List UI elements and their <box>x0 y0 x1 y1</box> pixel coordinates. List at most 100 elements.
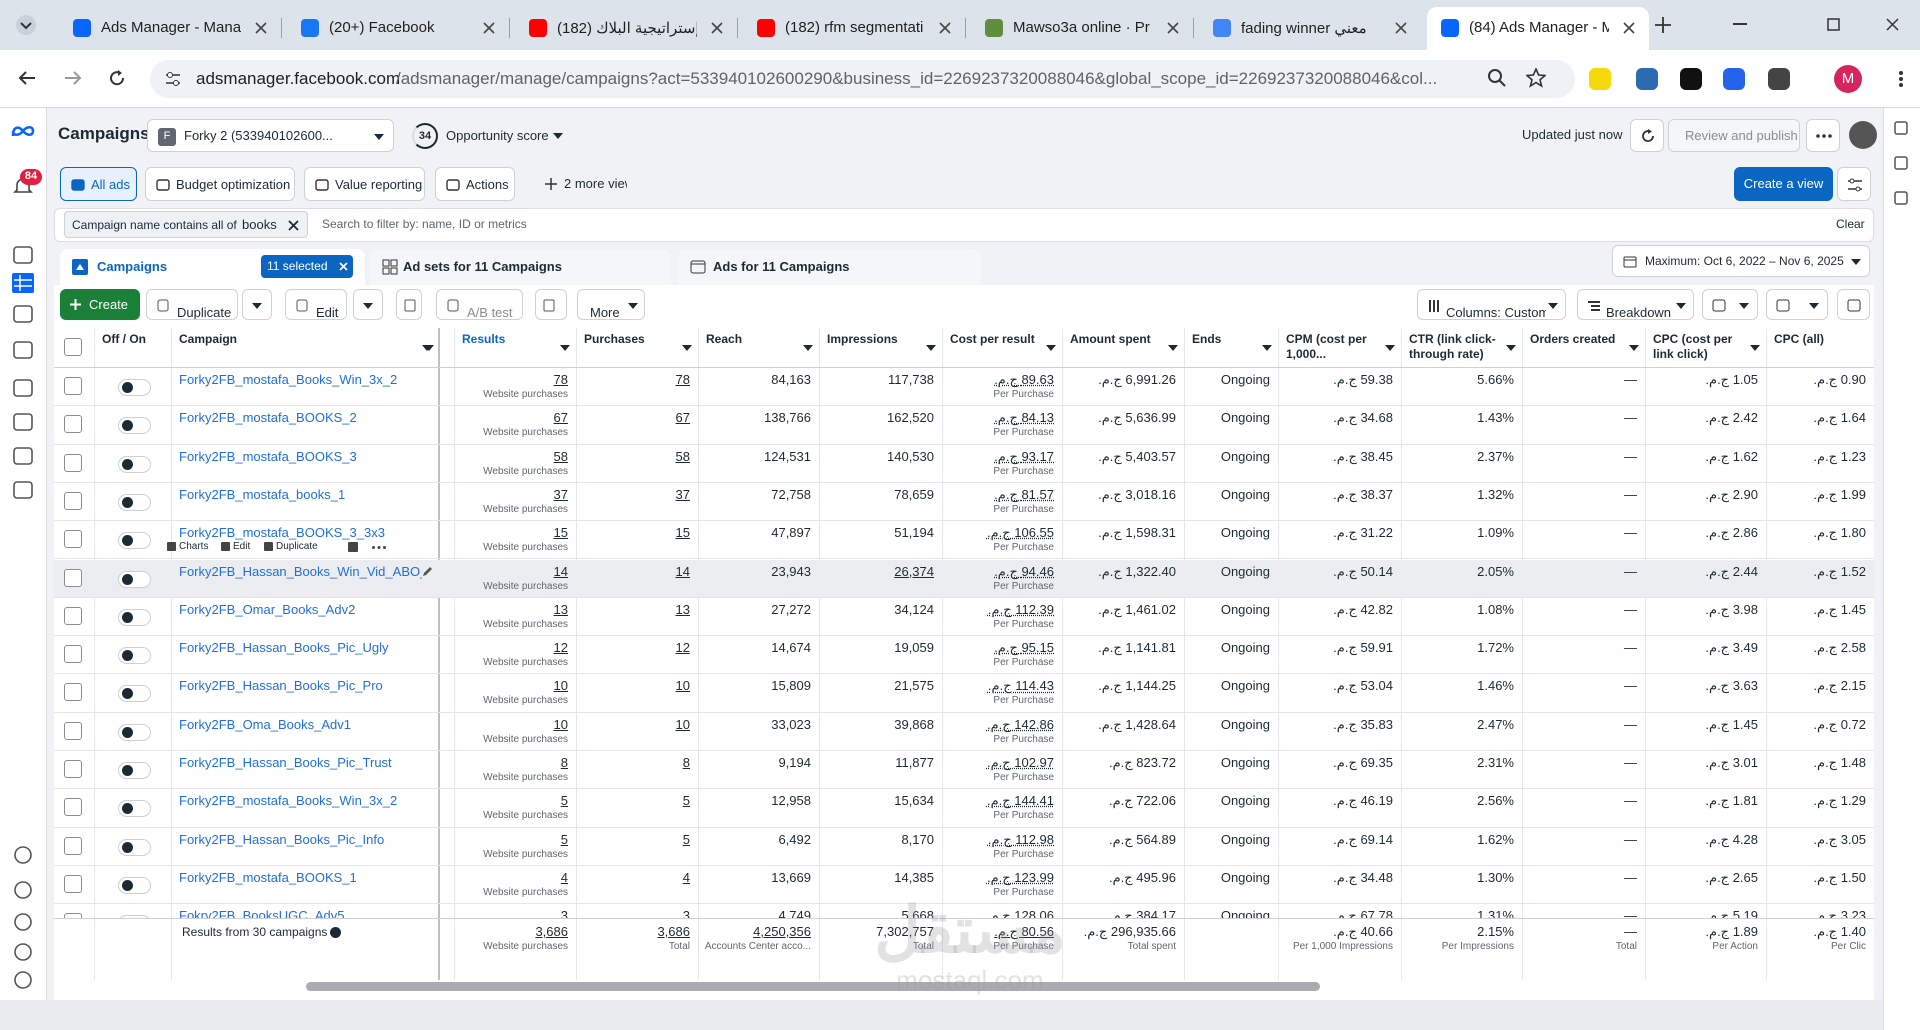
dropdown-caret[interactable] <box>1385 345 1395 351</box>
nav-icon[interactable] <box>12 845 34 865</box>
column-header[interactable]: Purchases <box>584 332 645 346</box>
score-label[interactable]: Opportunity score <box>446 128 549 143</box>
campaign-name[interactable]: Forky2FB_Hassan_Books_Pic_Pro <box>179 678 383 694</box>
toggle[interactable] <box>118 723 151 741</box>
table-row[interactable]: Forky2FB_mostafa_Books_Win_3x_2 78 Website… <box>54 368 1874 407</box>
zoom-icon[interactable] <box>1488 69 1506 87</box>
breakdown-button[interactable]: Breakdown <box>1577 289 1694 320</box>
chip-remove[interactable] <box>288 220 299 231</box>
back-button[interactable] <box>18 70 36 86</box>
toggle[interactable] <box>118 417 151 435</box>
column-header[interactable]: Orders created <box>1530 332 1616 346</box>
clear-filter[interactable]: Clear <box>1836 217 1865 231</box>
dropdown-caret[interactable] <box>1750 345 1760 351</box>
column-header[interactable]: CTR (link click-through rate) <box>1409 332 1496 361</box>
nav-icon[interactable] <box>12 245 34 265</box>
extension-icon[interactable] <box>1680 68 1702 90</box>
extension-icon[interactable] <box>1723 68 1745 90</box>
browser-tab[interactable]: (20+) Facebook <box>287 7 509 50</box>
account-selector[interactable]: F Forky 2 (533940102600... <box>147 119 394 152</box>
tab-close[interactable] <box>1623 22 1635 34</box>
campaign-name[interactable]: Forky2FB_Hassan_Books_Pic_Info <box>179 831 385 847</box>
create-button[interactable]: Create <box>60 289 140 320</box>
toggle[interactable] <box>118 685 151 703</box>
horizontal-scrollbar[interactable] <box>306 982 1320 991</box>
column-header[interactable]: Ends <box>1192 332 1222 346</box>
browser-tab[interactable]: Mawso3a online · Pr <box>971 7 1193 50</box>
column-header[interactable]: Off / On <box>102 332 146 346</box>
filter-bar[interactable] <box>54 208 1874 242</box>
toggle[interactable] <box>118 647 151 665</box>
dropdown-caret[interactable] <box>1506 345 1516 351</box>
row-checkbox[interactable] <box>64 568 82 587</box>
browser-tab[interactable]: fading winner معني <box>1199 7 1421 50</box>
more-actions[interactable] <box>372 546 386 550</box>
toggle[interactable] <box>118 608 151 626</box>
split-dropdown[interactable] <box>353 289 383 320</box>
bookmark-star[interactable] <box>1526 68 1546 88</box>
row-checkbox[interactable] <box>64 530 82 549</box>
table-row[interactable]: Forky2FB_mostafa_Books_Win_3x_2 5 Website … <box>54 789 1874 828</box>
column-header[interactable]: CPM (cost per 1,000... <box>1286 332 1367 361</box>
campaign-name[interactable]: Forky2FB_mostafa_books_1 <box>179 486 346 502</box>
row-checkbox[interactable] <box>64 377 82 395</box>
row-action[interactable]: Charts <box>179 541 209 553</box>
table-row[interactable]: Forky2FB_mostafa_books_1 37 Website purcha… <box>54 483 1874 522</box>
table-row[interactable]: Forky2FB_mostafa_BOOKS_1 4 Website purchas… <box>54 866 1874 905</box>
table-row[interactable]: Forky2FB_mostafa_BOOKS_3_3x3 15 Website pu… <box>54 521 1874 560</box>
toggle[interactable] <box>118 493 151 511</box>
dropdown-caret[interactable] <box>803 345 813 351</box>
row-checkbox[interactable] <box>64 491 82 510</box>
filter-chip[interactable]: Campaign name contains all of books <box>64 211 308 238</box>
tab-close[interactable] <box>1167 22 1179 34</box>
report-button[interactable] <box>1702 289 1758 320</box>
table-row[interactable]: Forky2FB_mostafa_BOOKS_2 67 Website purcha… <box>54 406 1874 445</box>
campaign-name[interactable]: Forky2FB_Omar_Books_Adv2 <box>179 601 356 617</box>
columns-button[interactable]: Columns: Custom <box>1417 289 1566 320</box>
tab-search[interactable] <box>16 15 36 35</box>
tag-button[interactable] <box>535 289 567 320</box>
dropdown-caret[interactable] <box>1046 345 1056 351</box>
info-icon[interactable] <box>330 927 341 938</box>
nav-icon[interactable] <box>12 340 34 360</box>
nav-icon[interactable] <box>12 942 34 962</box>
dropdown-caret[interactable] <box>1676 303 1686 309</box>
date-range-picker[interactable]: Maximum: Oct 6, 2022 – Nov 6, 2025 <box>1612 245 1870 277</box>
score-ring[interactable]: 34 <box>412 123 438 149</box>
column-header[interactable]: CPC (all) <box>1774 332 1825 346</box>
rename-icon[interactable] <box>422 566 433 577</box>
campaign-name[interactable]: Forky2FB_mostafa_BOOKS_2 <box>179 410 357 426</box>
close-window[interactable] <box>1886 18 1899 31</box>
row-checkbox[interactable] <box>64 453 82 472</box>
browser-tab[interactable]: Ads Manager - Mana <box>59 7 281 50</box>
campaign-name[interactable]: Forky2FB_mostafa_Books_Win_3x_2 <box>179 372 398 387</box>
table-row[interactable]: Fokry2FB_BooksUGC_Adv53Website purchases… <box>54 904 1874 918</box>
clear-selection[interactable] <box>339 262 348 271</box>
nav-icon[interactable] <box>12 378 34 398</box>
table-row[interactable]: Forky2FB_Hassan_Books_Pic_Trust 8 Website … <box>54 751 1874 790</box>
campaign-name[interactable]: Forky2FB_Oma_Books_Adv1 <box>179 716 351 732</box>
create-view-button[interactable]: Create a view <box>1734 167 1833 201</box>
browser-menu[interactable] <box>1899 71 1903 87</box>
column-header[interactable]: Cost per result <box>950 332 1035 346</box>
table-row[interactable]: Forky2FB_Hassan_Books_Pic_Info 5 Website p… <box>54 828 1874 866</box>
campaign-name[interactable]: Forky2FB_Hassan_Books_Win_Vid_ABO_S... <box>179 563 422 579</box>
tab-close[interactable] <box>711 22 723 34</box>
row-checkbox[interactable] <box>64 683 82 702</box>
campaign-name[interactable]: Forky2FB_Hassan_Books_Pic_Trust <box>179 755 392 770</box>
view-button[interactable]: Value reporting <box>304 167 425 201</box>
view-button[interactable]: 2 more views <box>534 167 629 201</box>
row-action[interactable]: Edit <box>233 541 251 553</box>
nav-icon[interactable] <box>12 412 34 432</box>
dropdown-caret[interactable] <box>1739 303 1749 309</box>
table-row[interactable]: Forky2FB_Omar_Books_Adv2 13 Website purcha… <box>54 598 1874 637</box>
view-settings[interactable] <box>1837 167 1871 201</box>
dropdown-caret[interactable] <box>926 345 936 351</box>
campaign-name[interactable]: Forky2FB_mostafa_Books_Win_3x_2 <box>179 793 398 809</box>
table-row[interactable]: Forky2FB_Hassan_Books_Win_Vid_ABO_S... 14… <box>54 559 1874 598</box>
new-tab[interactable] <box>1655 17 1671 33</box>
column-header[interactable]: Reach <box>706 332 743 346</box>
extension-icon[interactable] <box>1589 68 1611 90</box>
row-checkbox[interactable] <box>64 913 82 918</box>
ads-tab[interactable]: Ads for 11 Campaigns <box>678 249 981 285</box>
